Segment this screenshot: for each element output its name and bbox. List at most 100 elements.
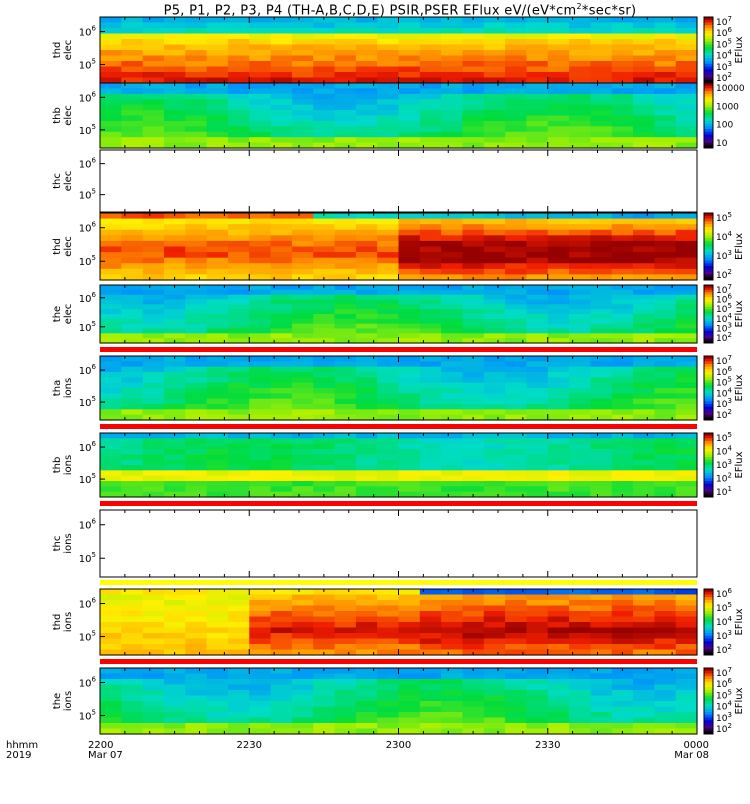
spectrogram-cell bbox=[569, 252, 591, 259]
spectrogram-cell bbox=[398, 372, 421, 378]
spectrogram-cell bbox=[483, 72, 506, 79]
spectrogram-cell bbox=[313, 72, 336, 79]
spectrogram-cell bbox=[291, 481, 314, 487]
colorbar-cell bbox=[704, 285, 713, 288]
spectrogram-cell bbox=[398, 486, 421, 493]
spectrogram-cell bbox=[547, 454, 570, 461]
spectrogram-cell bbox=[291, 372, 314, 378]
spectrogram-cell bbox=[377, 285, 400, 291]
spectrogram-cell bbox=[505, 393, 528, 400]
spectrogram-cell bbox=[398, 39, 421, 46]
spectrogram-cell bbox=[227, 229, 250, 236]
spectrogram-cell bbox=[121, 224, 144, 231]
spectrogram-cell bbox=[590, 61, 613, 68]
spectrogram-cell bbox=[590, 690, 613, 697]
spectrogram-cell bbox=[526, 695, 549, 702]
spectrogram-cell bbox=[334, 224, 357, 231]
colorbar-cell bbox=[704, 221, 713, 225]
spectrogram-cell bbox=[505, 285, 528, 291]
spectrogram-cell bbox=[654, 600, 677, 607]
spectrogram-cell bbox=[441, 377, 464, 384]
spectrogram-cell bbox=[313, 309, 336, 315]
spectrogram-cell bbox=[377, 673, 400, 680]
spectrogram-cell bbox=[355, 398, 378, 405]
spectrogram-cell bbox=[291, 328, 314, 334]
spectrogram-cell bbox=[249, 88, 272, 95]
spectrogram-cell bbox=[270, 314, 293, 320]
spectrogram-cell bbox=[441, 594, 464, 601]
spectrogram-cell bbox=[313, 594, 336, 601]
spectrogram-cell bbox=[675, 459, 698, 466]
spectrogram-cell bbox=[163, 224, 186, 231]
spectrogram-cell bbox=[291, 684, 314, 691]
spectrogram-cell bbox=[270, 409, 293, 416]
spectrogram-cell bbox=[185, 93, 208, 100]
spectrogram-cell bbox=[206, 268, 229, 276]
spectrogram-cell bbox=[206, 66, 229, 73]
spectrogram-cell bbox=[505, 382, 528, 389]
spectrogram-cell bbox=[505, 268, 528, 276]
spectrogram-cell bbox=[142, 701, 165, 708]
spectrogram-cell bbox=[377, 712, 400, 719]
spectrogram-cell bbox=[355, 120, 378, 127]
spectrogram-cell bbox=[483, 377, 506, 384]
spectrogram-cell bbox=[100, 398, 122, 405]
spectrogram-cell bbox=[654, 318, 677, 325]
spectrogram-cell bbox=[441, 616, 464, 623]
spectrogram-cell bbox=[227, 304, 250, 310]
spectrogram-cell bbox=[483, 701, 506, 708]
spectrogram-cell bbox=[526, 285, 549, 291]
spectrogram-cell bbox=[633, 115, 655, 122]
spectrogram-cell bbox=[419, 240, 442, 248]
spectrogram-cell bbox=[633, 268, 655, 276]
spectrogram-cell bbox=[633, 491, 655, 498]
spectrogram-cell bbox=[185, 44, 208, 51]
spectrogram-cell bbox=[569, 66, 591, 73]
spectrogram-cell bbox=[163, 449, 186, 455]
spectrogram-cell bbox=[291, 701, 314, 708]
spectrogram-cell bbox=[633, 77, 655, 84]
spectrogram-cell bbox=[419, 701, 442, 708]
spectrogram-cell bbox=[163, 323, 186, 330]
spectrogram-cell bbox=[419, 649, 442, 656]
spectrogram-cell bbox=[441, 55, 464, 62]
spectrogram-cell bbox=[611, 28, 634, 35]
spectrogram-cell bbox=[654, 333, 677, 339]
spectrogram-cell bbox=[462, 252, 485, 259]
spectrogram-cell bbox=[462, 263, 485, 270]
spectrogram-cell bbox=[441, 433, 464, 439]
spectrogram-cell bbox=[590, 701, 613, 708]
spectrogram-cell bbox=[227, 459, 250, 466]
spectrogram-cell bbox=[377, 470, 400, 477]
spectrogram-cell bbox=[334, 649, 357, 656]
spectrogram-cell bbox=[100, 393, 122, 400]
spectrogram-cell bbox=[633, 338, 655, 344]
spectrogram-cell bbox=[419, 388, 442, 394]
spectrogram-cell bbox=[355, 55, 378, 62]
spectrogram-cell bbox=[441, 398, 464, 405]
spectrogram-cell bbox=[249, 104, 272, 111]
spectrogram-cell bbox=[654, 72, 677, 79]
spectrogram-cell bbox=[270, 99, 293, 106]
spectrogram-cell bbox=[121, 289, 144, 296]
spectrogram-cell bbox=[611, 684, 634, 691]
spectrogram-cell bbox=[590, 611, 613, 618]
spectrogram-cell bbox=[163, 633, 186, 640]
spectrogram-cell bbox=[505, 218, 528, 225]
spectrogram-cell bbox=[419, 304, 442, 310]
spectrogram-cell bbox=[313, 110, 336, 117]
spectrogram-cell bbox=[313, 104, 336, 111]
spectrogram-cell bbox=[590, 33, 613, 40]
spectrogram-cell bbox=[569, 263, 591, 270]
spectrogram-cell bbox=[398, 240, 421, 248]
spectrogram-cell bbox=[505, 690, 528, 697]
spectrogram-cell bbox=[377, 690, 400, 697]
spectrogram-cell bbox=[249, 33, 272, 40]
spectrogram-cell bbox=[206, 318, 229, 325]
spectrogram-cell bbox=[590, 246, 613, 253]
spectrogram-cell bbox=[547, 304, 570, 310]
spectrogram-cell bbox=[355, 622, 378, 629]
spectrogram-cell bbox=[633, 333, 655, 339]
spectrogram-cell bbox=[441, 263, 464, 270]
spectrogram-cell bbox=[377, 104, 400, 111]
